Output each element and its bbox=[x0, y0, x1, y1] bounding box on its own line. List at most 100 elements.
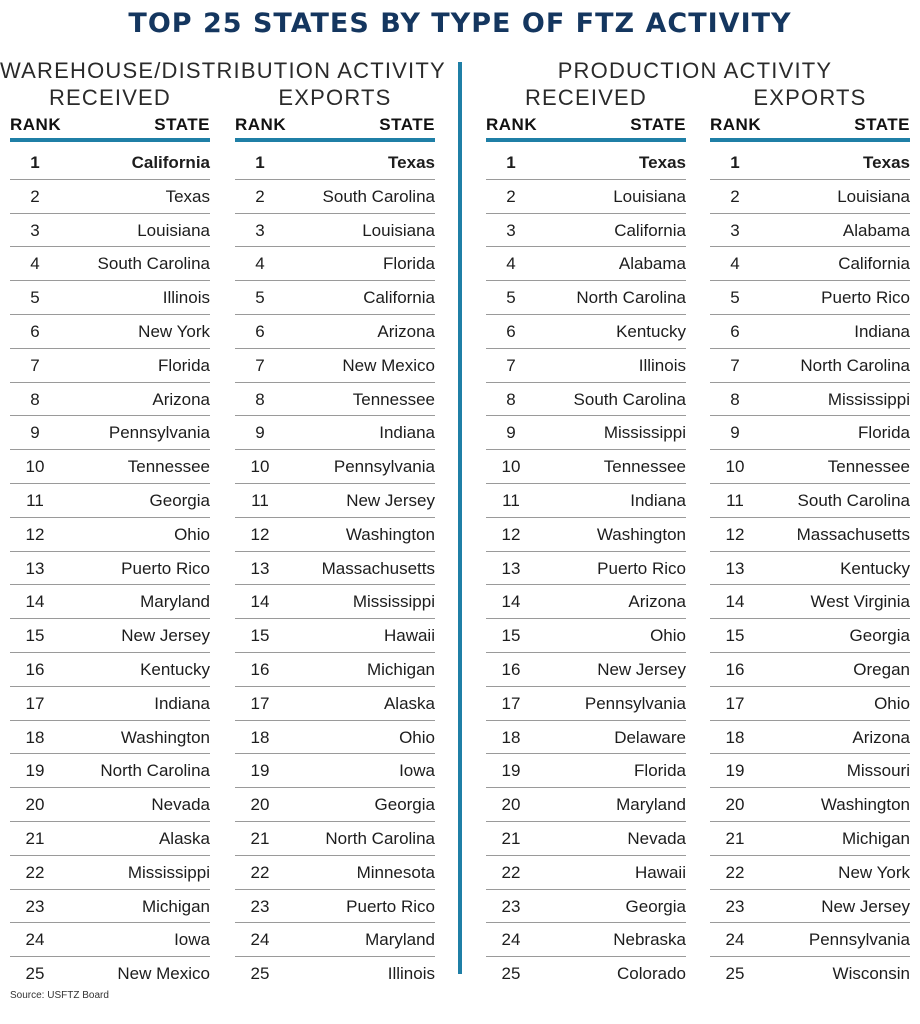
rank-cell: 14 bbox=[501, 592, 521, 612]
state-cell: Puerto Rico bbox=[346, 896, 435, 916]
rank-cell: 6 bbox=[30, 321, 40, 341]
rank-cell: 10 bbox=[501, 457, 521, 477]
state-cell: Washington bbox=[820, 795, 910, 815]
rank-cell: 5 bbox=[730, 288, 740, 308]
state-cell: Pennsylvania bbox=[584, 693, 686, 713]
state-cell: Hawaii bbox=[634, 862, 686, 882]
table-row: 8 South Carolina bbox=[486, 383, 686, 417]
table-row: 9 Pennsylvania bbox=[10, 416, 210, 451]
table-row: 14 West Virginia bbox=[710, 585, 910, 620]
state-cell: Ohio bbox=[174, 524, 210, 544]
rank-cell: 22 bbox=[725, 862, 745, 882]
state-cell: Georgia bbox=[374, 795, 435, 815]
table-row: 7 Florida bbox=[10, 349, 210, 383]
table-row: 16 Oregan bbox=[710, 653, 910, 687]
state-cell: New Jersey bbox=[597, 659, 686, 679]
state-cell: Hawaii bbox=[383, 626, 435, 646]
table-row: 3 Louisiana bbox=[10, 214, 210, 248]
rank-cell: 17 bbox=[501, 693, 521, 713]
rank-cell: 4 bbox=[30, 254, 40, 274]
table-row: 15 New Jersey bbox=[10, 619, 210, 653]
state-cell: Tennessee bbox=[127, 457, 210, 477]
state-cell: New Jersey bbox=[346, 490, 435, 510]
state-cell: Michigan bbox=[141, 896, 210, 916]
table-row: 13 Massachusetts bbox=[235, 552, 435, 586]
state-cell: Nevada bbox=[151, 795, 210, 815]
rank-cell: 10 bbox=[250, 457, 270, 477]
table-row: 12 Ohio bbox=[10, 518, 210, 552]
state-cell: Colorado bbox=[617, 964, 686, 984]
table-row: 12 Massachusetts bbox=[710, 518, 910, 552]
state-cell: Florida bbox=[158, 355, 210, 375]
rank-cell: 14 bbox=[725, 592, 745, 612]
rank-cell: 20 bbox=[501, 795, 521, 815]
table-row: 12 Washington bbox=[235, 518, 435, 552]
table-row: 20 Georgia bbox=[235, 788, 435, 822]
rank-cell: 15 bbox=[725, 626, 745, 646]
state-cell: Texas bbox=[639, 153, 686, 172]
state-cell: Louisiana bbox=[837, 186, 910, 206]
table-row: 14 Mississippi bbox=[235, 585, 435, 620]
rank-cell: 2 bbox=[255, 186, 265, 206]
column-header: RANK STATE bbox=[10, 112, 210, 142]
table-row: 6 Kentucky bbox=[486, 315, 686, 349]
rank-cell: 25 bbox=[725, 964, 745, 984]
table-row: 19 Iowa bbox=[235, 754, 435, 789]
table-row: 4 Florida bbox=[235, 247, 435, 282]
rank-cell: 8 bbox=[506, 389, 516, 409]
rank-cell: 19 bbox=[25, 761, 45, 781]
rank-cell: 5 bbox=[506, 288, 516, 308]
table-row: 25 Illinois bbox=[235, 957, 435, 991]
rank-cell: 19 bbox=[725, 761, 745, 781]
rank-cell: 8 bbox=[730, 389, 740, 409]
state-cell: Maryland bbox=[365, 930, 435, 950]
table-row: 6 Indiana bbox=[710, 315, 910, 349]
state-header: STATE bbox=[854, 115, 910, 134]
state-cell: New Mexico bbox=[117, 964, 210, 984]
table-row: 4 California bbox=[710, 247, 910, 282]
table-row: 13 Puerto Rico bbox=[10, 552, 210, 586]
state-cell: Florida bbox=[634, 761, 686, 781]
table-row: 2 Louisiana bbox=[486, 180, 686, 214]
table-row: 14 Arizona bbox=[486, 585, 686, 620]
rank-cell: 10 bbox=[25, 457, 45, 477]
state-cell: Florida bbox=[858, 423, 910, 443]
rank-cell: 18 bbox=[501, 727, 521, 747]
rank-cell: 19 bbox=[250, 761, 270, 781]
state-cell: Missouri bbox=[846, 761, 910, 781]
rank-cell: 17 bbox=[725, 693, 745, 713]
rank-cell: 4 bbox=[255, 254, 265, 274]
state-cell: Oregan bbox=[853, 659, 910, 679]
rank-cell: 21 bbox=[25, 828, 45, 848]
table-row: 24 Maryland bbox=[235, 923, 435, 958]
rank-cell: 1 bbox=[255, 153, 265, 172]
rank-cell: 20 bbox=[25, 795, 45, 815]
table-row: 21 Michigan bbox=[710, 822, 910, 856]
state-cell: Mississippi bbox=[127, 862, 210, 882]
rank-cell: 6 bbox=[506, 321, 516, 341]
rank-cell: 11 bbox=[26, 490, 44, 510]
rank-cell: 23 bbox=[25, 896, 45, 916]
rank-cell: 12 bbox=[25, 524, 45, 544]
state-cell: Florida bbox=[383, 254, 435, 274]
table-row: 9 Mississippi bbox=[486, 416, 686, 451]
state-cell: Indiana bbox=[854, 321, 910, 341]
state-cell: Wisconsin bbox=[832, 964, 910, 984]
table-row: 22 New York bbox=[710, 856, 910, 890]
table-row: 24 Iowa bbox=[10, 923, 210, 958]
rank-cell: 24 bbox=[250, 930, 270, 950]
state-cell: Indiana bbox=[630, 490, 686, 510]
rank-cell: 17 bbox=[25, 693, 45, 713]
rank-cell: 11 bbox=[502, 490, 520, 510]
rank-cell: 13 bbox=[725, 558, 745, 578]
table-row: 22 Hawaii bbox=[486, 856, 686, 890]
rank-cell: 12 bbox=[250, 524, 270, 544]
state-cell: Arizona bbox=[628, 592, 686, 612]
rank-cell: 24 bbox=[501, 930, 521, 950]
source-note: Source: USFTZ Board bbox=[10, 990, 109, 1001]
rank-list: 1 Texas 2 Louisiana 3 Alabama 4 California 5 Puer… bbox=[710, 146, 910, 991]
table-row: 9 Florida bbox=[710, 416, 910, 451]
table-row: 10 Pennsylvania bbox=[235, 450, 435, 484]
state-header: STATE bbox=[154, 115, 210, 134]
table-row: 18 Ohio bbox=[235, 721, 435, 755]
